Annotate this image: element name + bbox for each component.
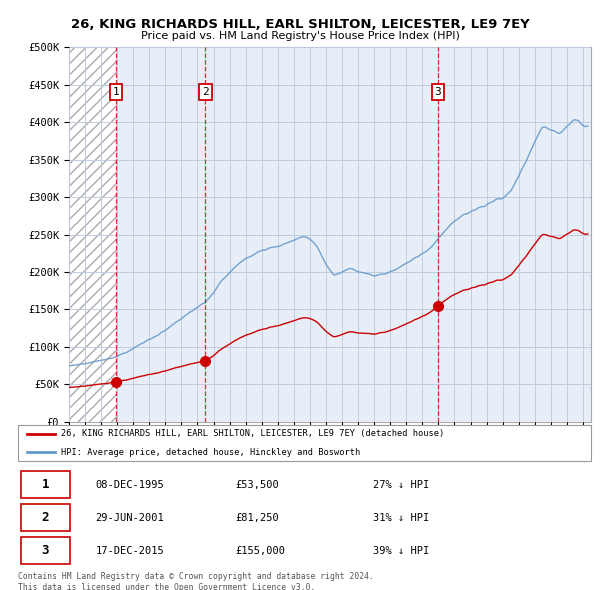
Text: Price paid vs. HM Land Registry's House Price Index (HPI): Price paid vs. HM Land Registry's House … xyxy=(140,31,460,41)
Text: 3: 3 xyxy=(41,544,49,558)
Text: 39% ↓ HPI: 39% ↓ HPI xyxy=(373,546,430,556)
FancyBboxPatch shape xyxy=(21,537,70,564)
Text: 26, KING RICHARDS HILL, EARL SHILTON, LEICESTER, LE9 7EY (detached house): 26, KING RICHARDS HILL, EARL SHILTON, LE… xyxy=(61,430,444,438)
Text: 2: 2 xyxy=(41,511,49,525)
Text: 29-JUN-2001: 29-JUN-2001 xyxy=(95,513,164,523)
Text: 2: 2 xyxy=(202,87,209,97)
Text: 17-DEC-2015: 17-DEC-2015 xyxy=(95,546,164,556)
FancyBboxPatch shape xyxy=(21,504,70,531)
Text: 1: 1 xyxy=(41,478,49,491)
Text: £53,500: £53,500 xyxy=(236,480,280,490)
Text: 26, KING RICHARDS HILL, EARL SHILTON, LEICESTER, LE9 7EY: 26, KING RICHARDS HILL, EARL SHILTON, LE… xyxy=(71,18,529,31)
FancyBboxPatch shape xyxy=(18,425,591,461)
Text: 1: 1 xyxy=(113,87,119,97)
Text: 27% ↓ HPI: 27% ↓ HPI xyxy=(373,480,430,490)
Bar xyxy=(69,47,117,422)
Text: £81,250: £81,250 xyxy=(236,513,280,523)
Text: 31% ↓ HPI: 31% ↓ HPI xyxy=(373,513,430,523)
FancyBboxPatch shape xyxy=(21,471,70,498)
Text: HPI: Average price, detached house, Hinckley and Bosworth: HPI: Average price, detached house, Hinc… xyxy=(61,448,360,457)
Text: 08-DEC-1995: 08-DEC-1995 xyxy=(95,480,164,490)
Text: £155,000: £155,000 xyxy=(236,546,286,556)
Text: Contains HM Land Registry data © Crown copyright and database right 2024.
This d: Contains HM Land Registry data © Crown c… xyxy=(18,572,374,590)
Text: 3: 3 xyxy=(434,87,441,97)
